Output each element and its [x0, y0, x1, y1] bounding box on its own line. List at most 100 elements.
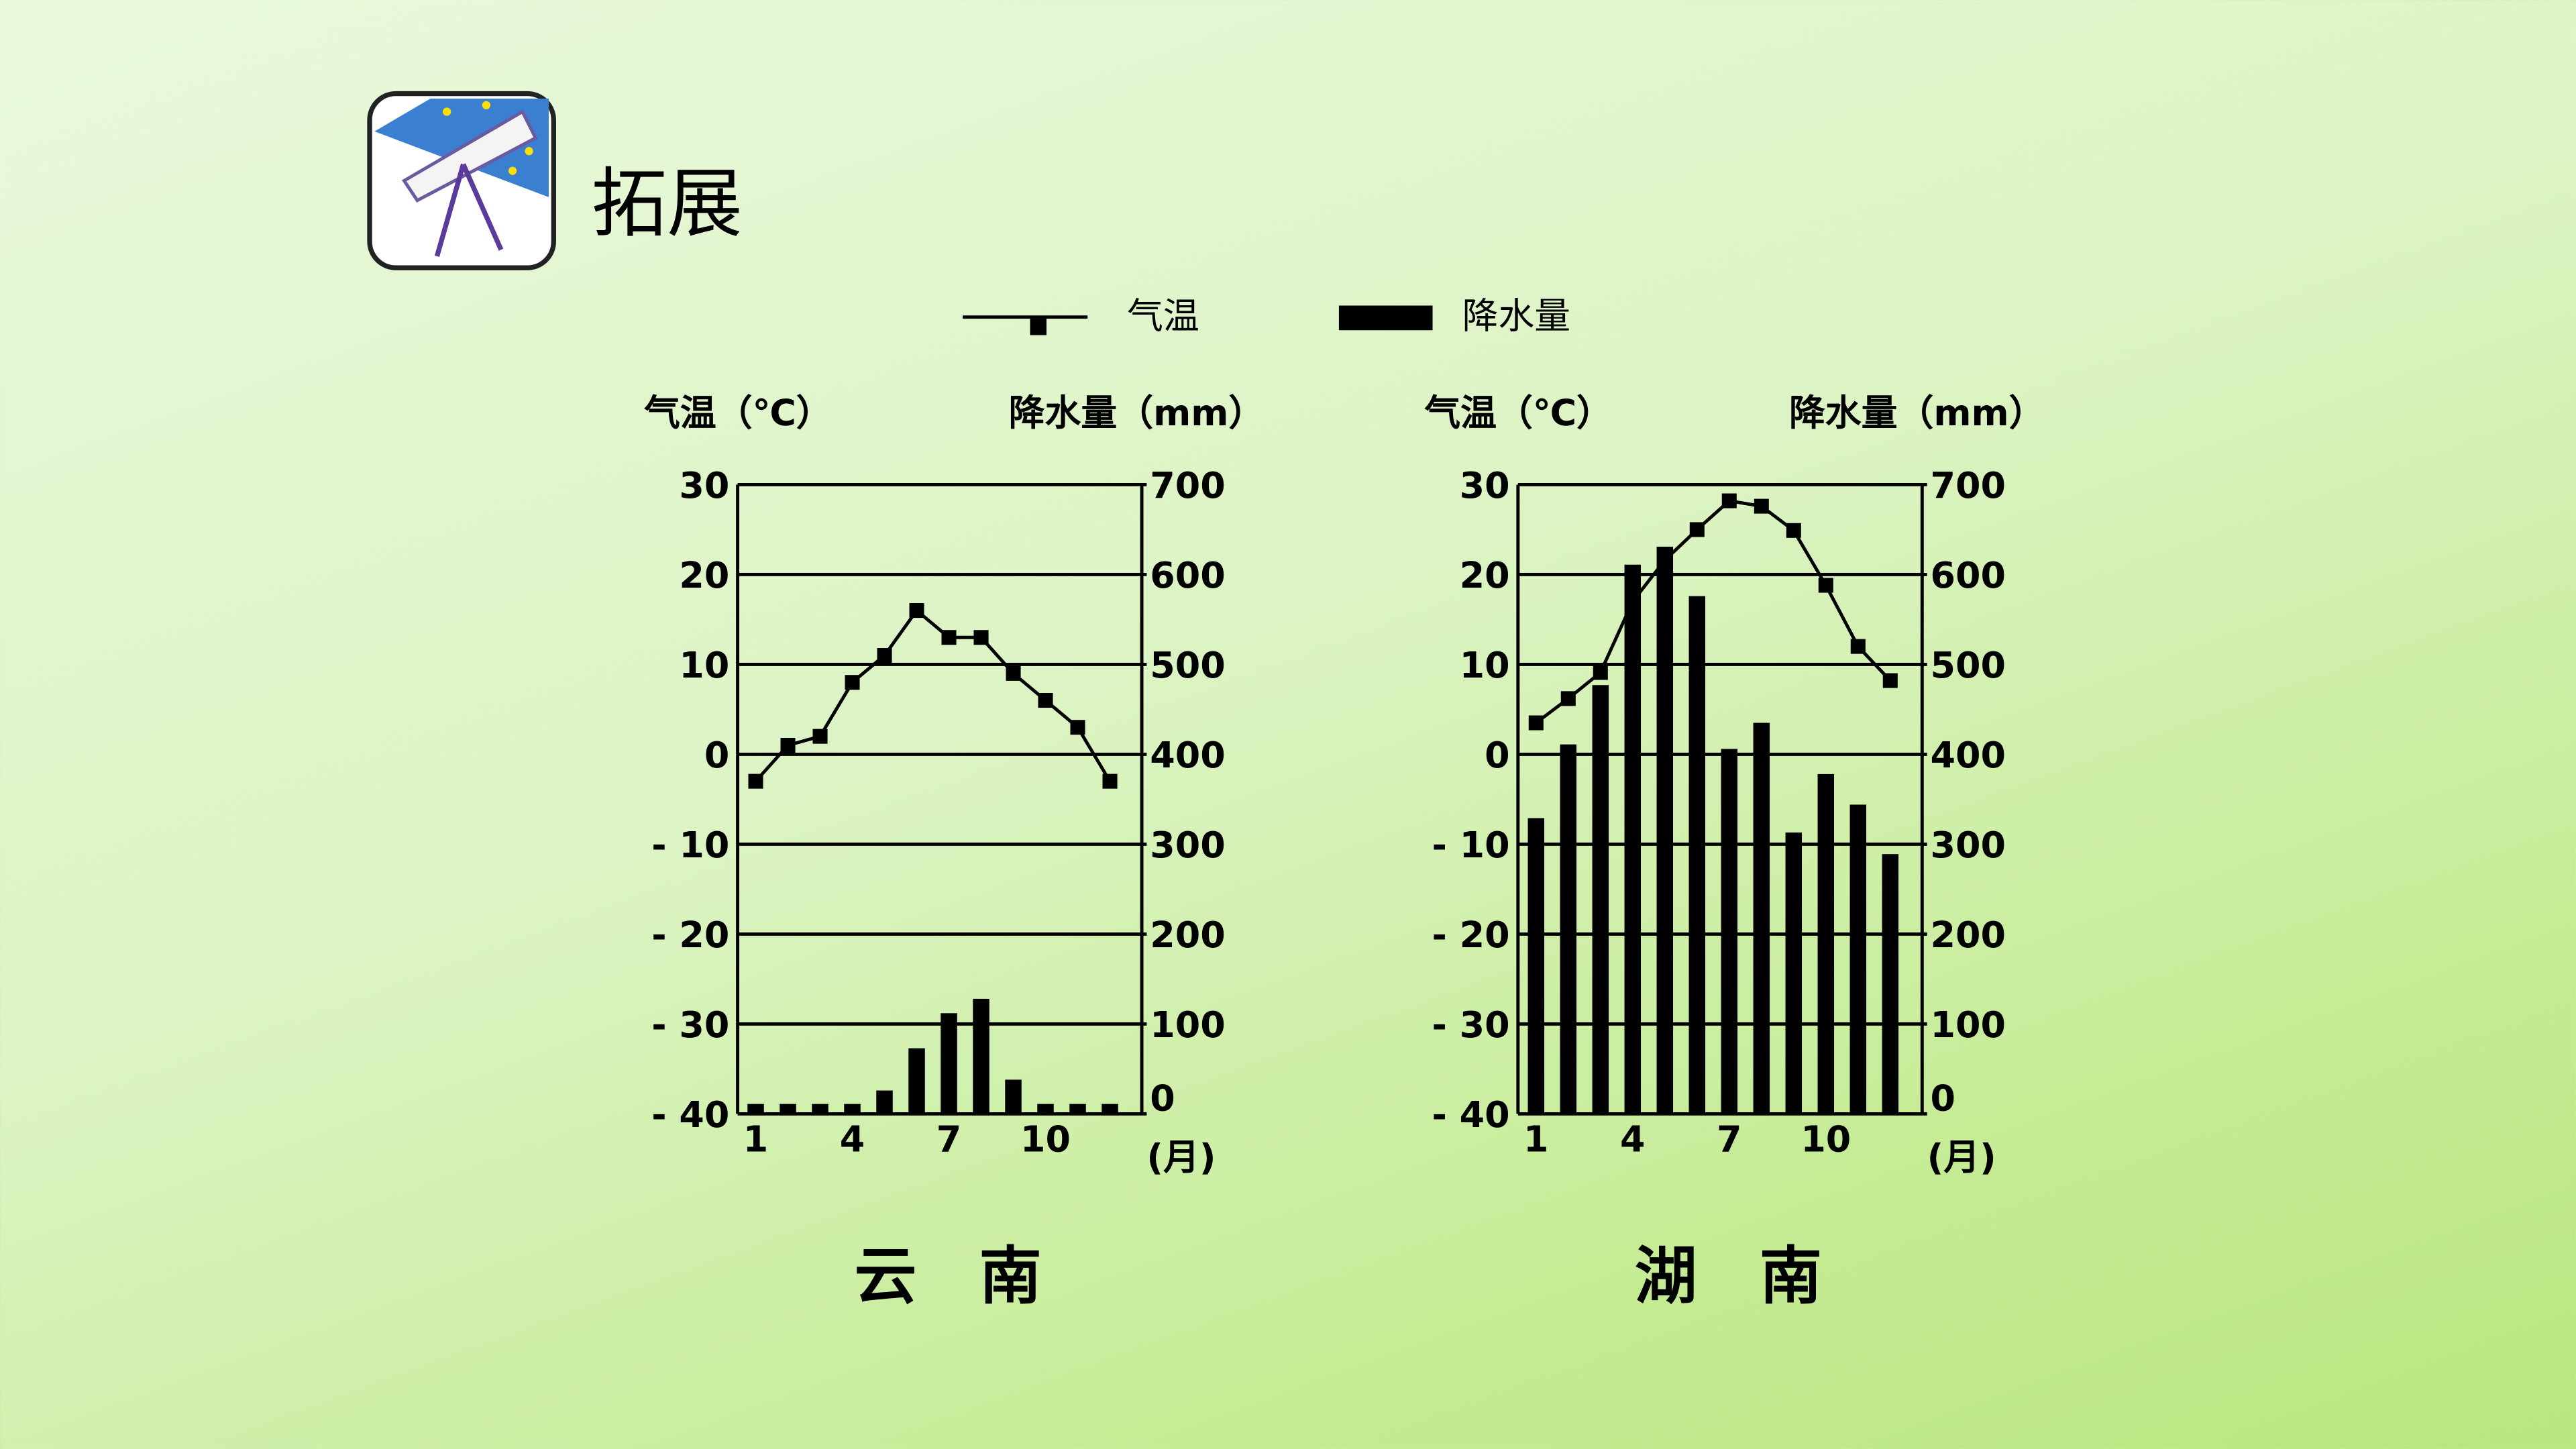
precipitation-bar: [1005, 1079, 1022, 1114]
y2-tick-label: 400: [1150, 734, 1225, 776]
temperature-marker: [845, 675, 860, 690]
x-axis-label: (月): [1146, 1136, 1216, 1179]
temperature-marker: [1070, 720, 1085, 735]
y-tick-label: 20: [1460, 554, 1510, 596]
temperature-marker: [1528, 715, 1544, 731]
x-tick-label: 7: [1717, 1118, 1741, 1161]
precipitation-bar: [1527, 818, 1545, 1114]
temperature-marker: [780, 738, 796, 753]
y2-tick-label: 600: [1150, 554, 1225, 596]
y-tick-label: 10: [1460, 644, 1510, 686]
precipitation-bar: [1592, 685, 1609, 1114]
temperature-marker: [748, 773, 763, 789]
precipitation-bar: [1069, 1104, 1086, 1114]
precipitation-bar: [1753, 722, 1770, 1114]
precipitation-bar: [1721, 749, 1738, 1114]
y-axis-label: 气温（℃）: [1424, 392, 1613, 434]
temperature-marker: [1560, 691, 1576, 706]
y2-tick-label: 600: [1931, 554, 2006, 596]
precipitation-bar: [908, 1048, 925, 1114]
y2-tick-label: 200: [1150, 914, 1225, 956]
x-tick-label: 10: [1801, 1118, 1851, 1161]
precipitation-bar: [876, 1090, 893, 1114]
precipitation-bar: [941, 1013, 957, 1114]
temperature-marker: [1721, 493, 1737, 508]
precipitation-bar: [1560, 744, 1577, 1114]
y-tick-label: - 10: [651, 824, 729, 866]
y-axis-label: 气温（℃）: [644, 392, 833, 434]
y-tick-label: 0: [704, 734, 729, 776]
x-tick-label: 1: [743, 1118, 768, 1161]
y2-tick-label: 300: [1931, 824, 2006, 866]
temperature-marker: [877, 648, 892, 663]
temperature-line: [1535, 498, 1892, 724]
y2-tick-label: 500: [1150, 644, 1225, 686]
y2-tick-label: 200: [1931, 914, 2006, 956]
x-tick-label: 4: [840, 1118, 865, 1161]
precipitation-bar: [973, 998, 989, 1114]
temperature-marker: [1102, 773, 1118, 789]
y2-tick-label: 700: [1150, 464, 1225, 506]
y-tick-label: 30: [679, 464, 729, 506]
y2-tick-label: 400: [1931, 734, 2006, 776]
precipitation-bar: [1849, 804, 1867, 1114]
precipitation-bar: [1817, 773, 1835, 1114]
y-tick-label: - 20: [1432, 914, 1510, 956]
precipitation-bar: [1102, 1104, 1118, 1114]
precipitation-bar: [844, 1104, 861, 1114]
y2-axis-label: 降水量（mm）: [1789, 392, 2045, 434]
y-tick-label: - 30: [651, 1004, 729, 1046]
precipitation-bar: [780, 1104, 796, 1114]
temperature-marker: [1006, 665, 1021, 681]
temperature-marker: [1818, 578, 1833, 593]
precipitation-bar: [812, 1104, 828, 1114]
x-tick-label: 4: [1620, 1118, 1645, 1161]
legend-marker: [1030, 319, 1046, 335]
precipitation-bar: [1656, 546, 1674, 1114]
temperature-marker: [1786, 523, 1801, 538]
precipitation-bar: [1688, 596, 1706, 1114]
precipitation-bar: [1624, 564, 1642, 1114]
legend-bar: [1338, 305, 1433, 331]
temperature-marker: [812, 729, 828, 744]
precipitation-bar: [747, 1104, 764, 1114]
temperature-marker: [1754, 498, 1769, 514]
y-tick-label: - 10: [1432, 824, 1510, 866]
y-tick-label: - 40: [1432, 1093, 1510, 1136]
legend-label: 气温: [1127, 295, 1199, 337]
y-tick-label: - 40: [651, 1093, 729, 1136]
y-tick-label: - 30: [1432, 1004, 1510, 1046]
x-tick-label: 10: [1020, 1118, 1071, 1161]
y-tick-label: 20: [679, 554, 729, 596]
x-tick-label: 7: [936, 1118, 961, 1161]
legend: 气温 降水量: [963, 295, 1570, 337]
y2-tick-label: 700: [1931, 464, 2006, 506]
y2-axis-label: 降水量（mm）: [1009, 392, 1265, 434]
temperature-marker: [1038, 693, 1053, 708]
telescope-icon: [367, 91, 556, 270]
y2-tick-label: 100: [1931, 1004, 2006, 1046]
y2-tick-label: 500: [1931, 644, 2006, 686]
y2-tick-label: 0: [1150, 1077, 1175, 1119]
y-tick-label: 0: [1485, 734, 1509, 776]
temperature-marker: [1882, 673, 1898, 688]
x-tick-label: 1: [1523, 1118, 1548, 1161]
temperature-marker: [1593, 665, 1608, 680]
temperature-marker: [909, 603, 924, 619]
y-tick-label: 30: [1460, 464, 1510, 506]
y2-tick-label: 300: [1150, 824, 1225, 866]
y-tick-label: - 20: [651, 914, 729, 956]
temperature-marker: [1689, 522, 1705, 537]
y2-tick-label: 0: [1931, 1077, 1955, 1119]
temperature-marker: [941, 630, 957, 645]
x-axis-label: (月): [1927, 1136, 1996, 1179]
chart-title: 云 南: [854, 1239, 1041, 1312]
legend-label: 降水量: [1462, 295, 1571, 337]
temperature-marker: [973, 630, 989, 645]
temperature-marker: [1850, 639, 1866, 654]
y-tick-label: 10: [679, 644, 729, 686]
y2-tick-label: 100: [1150, 1004, 1225, 1046]
chart-title: 湖 南: [1635, 1239, 1822, 1312]
